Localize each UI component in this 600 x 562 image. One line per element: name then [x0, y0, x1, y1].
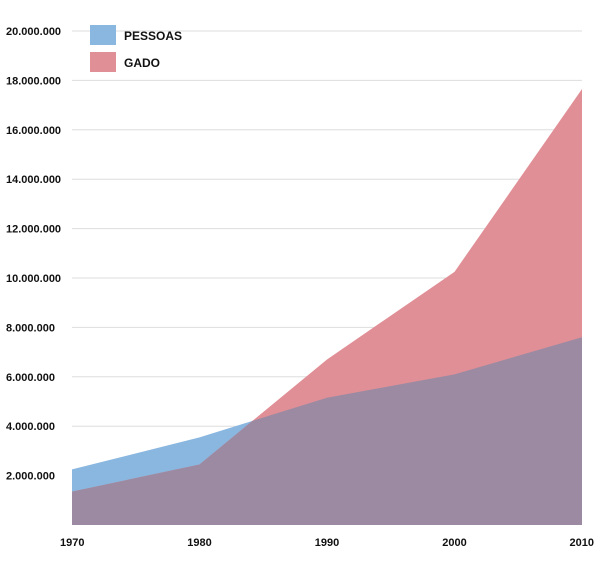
legend-label-pessoas: PESSOAS — [124, 29, 182, 43]
y-tick-label: 8.000.000 — [6, 322, 55, 334]
legend-label-gado: GADO — [124, 56, 160, 70]
legend: PESSOAS GADO — [90, 25, 182, 72]
x-axis: 1970 1980 1990 2000 2010 — [60, 537, 594, 549]
y-tick-label: 2.000.000 — [6, 471, 55, 483]
x-tick-label: 2010 — [570, 537, 594, 549]
y-tick-label: 14.000.000 — [6, 174, 61, 186]
legend-swatch-gado — [90, 52, 116, 72]
x-tick-label: 1990 — [315, 537, 339, 549]
y-tick-label: 12.000.000 — [6, 224, 61, 236]
legend-swatch-pessoas — [90, 25, 116, 45]
y-tick-label: 4.000.000 — [6, 421, 55, 433]
y-tick-label: 18.000.000 — [6, 75, 61, 87]
y-tick-label: 10.000.000 — [6, 273, 61, 285]
y-tick-label: 6.000.000 — [6, 372, 55, 384]
x-tick-label: 1980 — [187, 537, 211, 549]
series-areas — [72, 89, 582, 526]
y-tick-label: 20.000.000 — [6, 26, 61, 38]
grid-lines — [72, 30, 582, 477]
x-tick-label: 1970 — [60, 537, 84, 549]
y-tick-label: 16.000.000 — [6, 125, 61, 137]
area-overlap — [72, 337, 582, 525]
y-axis: 2.000.000 4.000.000 6.000.000 8.000.000 10.0… — [6, 26, 61, 483]
x-tick-label: 2000 — [442, 537, 466, 549]
